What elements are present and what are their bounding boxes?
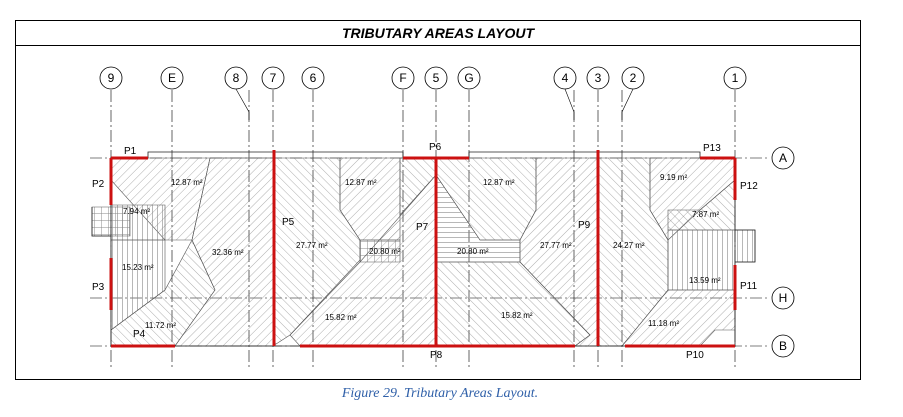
panel-label-P7: P7	[416, 222, 429, 233]
grid-label-7: 7	[270, 71, 277, 85]
diagram-title: TRIBUTARY AREAS LAYOUT	[341, 25, 535, 41]
area-label: 27.77 m²	[540, 241, 572, 250]
area-label: 12.87 m²	[483, 178, 515, 187]
grid-label-F: F	[399, 71, 406, 85]
panel-label-P2: P2	[92, 179, 105, 190]
area-label: 13.59 m²	[689, 276, 721, 285]
area-label: 32.36 m²	[212, 248, 244, 257]
tributary-drawing: 9 E 8 7 6 F 5 G 4 3 2 1 A H B P1 P2 P3 P…	[90, 66, 795, 370]
area-label: 11.72 m²	[145, 321, 176, 330]
panel-label-P4: P4	[133, 329, 146, 340]
grid-label-9: 9	[108, 71, 115, 85]
wall-panels	[109, 150, 737, 348]
area-label: 7.94 m²	[123, 207, 150, 216]
figure-frame: TRIBUTARY AREAS LAYOUT	[15, 20, 861, 380]
area-label: 15.82 m²	[501, 311, 533, 320]
grid-label-3: 3	[595, 71, 602, 85]
figure-caption: Figure 29. Tributary Areas Layout.	[341, 386, 539, 401]
area-label: 12.87 m²	[345, 178, 377, 187]
area-label: 15.82 m²	[325, 313, 357, 322]
panel-label-P5: P5	[282, 217, 295, 228]
panel-label-P3: P3	[92, 282, 105, 293]
title-bar: TRIBUTARY AREAS LAYOUT	[16, 21, 860, 46]
area-label: 27.77 m²	[296, 241, 328, 250]
grid-column-labels: 9 E 8 7 6 F 5 G 4 3 2 1	[108, 71, 739, 85]
area-label: 20.80 m²	[369, 247, 401, 256]
grid-label-1: 1	[732, 71, 739, 85]
grid-label-G: G	[464, 71, 473, 85]
area-label: 9.19 m²	[660, 173, 687, 182]
grid-row-bubbles	[771, 146, 795, 358]
panel-label-P8: P8	[430, 350, 443, 361]
panel-label-P1: P1	[124, 146, 137, 157]
bubble-leaders	[235, 88, 634, 120]
grid-row-labels: A H B	[779, 151, 788, 353]
area-labels: 12.87 m² 7.94 m² 15.23 m² 11.72 m² 32.36…	[122, 173, 721, 330]
panel-label-P13: P13	[703, 143, 721, 154]
panel-label-P9: P9	[578, 220, 591, 231]
area-label: 7.87 m²	[692, 210, 719, 219]
area-label: 15.23 m²	[122, 263, 154, 272]
area-label: 12.87 m²	[171, 178, 203, 187]
panel-label-P11: P11	[740, 281, 757, 292]
grid-label-A: A	[779, 151, 787, 165]
grid-label-2: 2	[630, 71, 637, 85]
grid-label-B: B	[779, 339, 787, 353]
grid-label-5: 5	[433, 71, 440, 85]
panel-label-P6: P6	[429, 142, 442, 153]
panel-label-P10: P10	[686, 350, 704, 361]
area-label: 24.27 m²	[613, 241, 645, 250]
area-hatches	[91, 157, 756, 347]
grid-label-8: 8	[233, 71, 240, 85]
area-label: 20.80 m²	[457, 247, 489, 256]
grid-label-6: 6	[310, 71, 317, 85]
grid-column-bubbles	[99, 66, 747, 90]
panel-label-P12: P12	[740, 181, 758, 192]
panel-labels: P1 P2 P3 P4 P5 P6 P7 P8 P9 P10 P11 P12 P…	[92, 142, 758, 361]
grid-label-4: 4	[562, 71, 569, 85]
grid-label-E: E	[168, 71, 176, 85]
area-label: 11.18 m²	[648, 319, 679, 328]
grid-label-H: H	[779, 291, 788, 305]
